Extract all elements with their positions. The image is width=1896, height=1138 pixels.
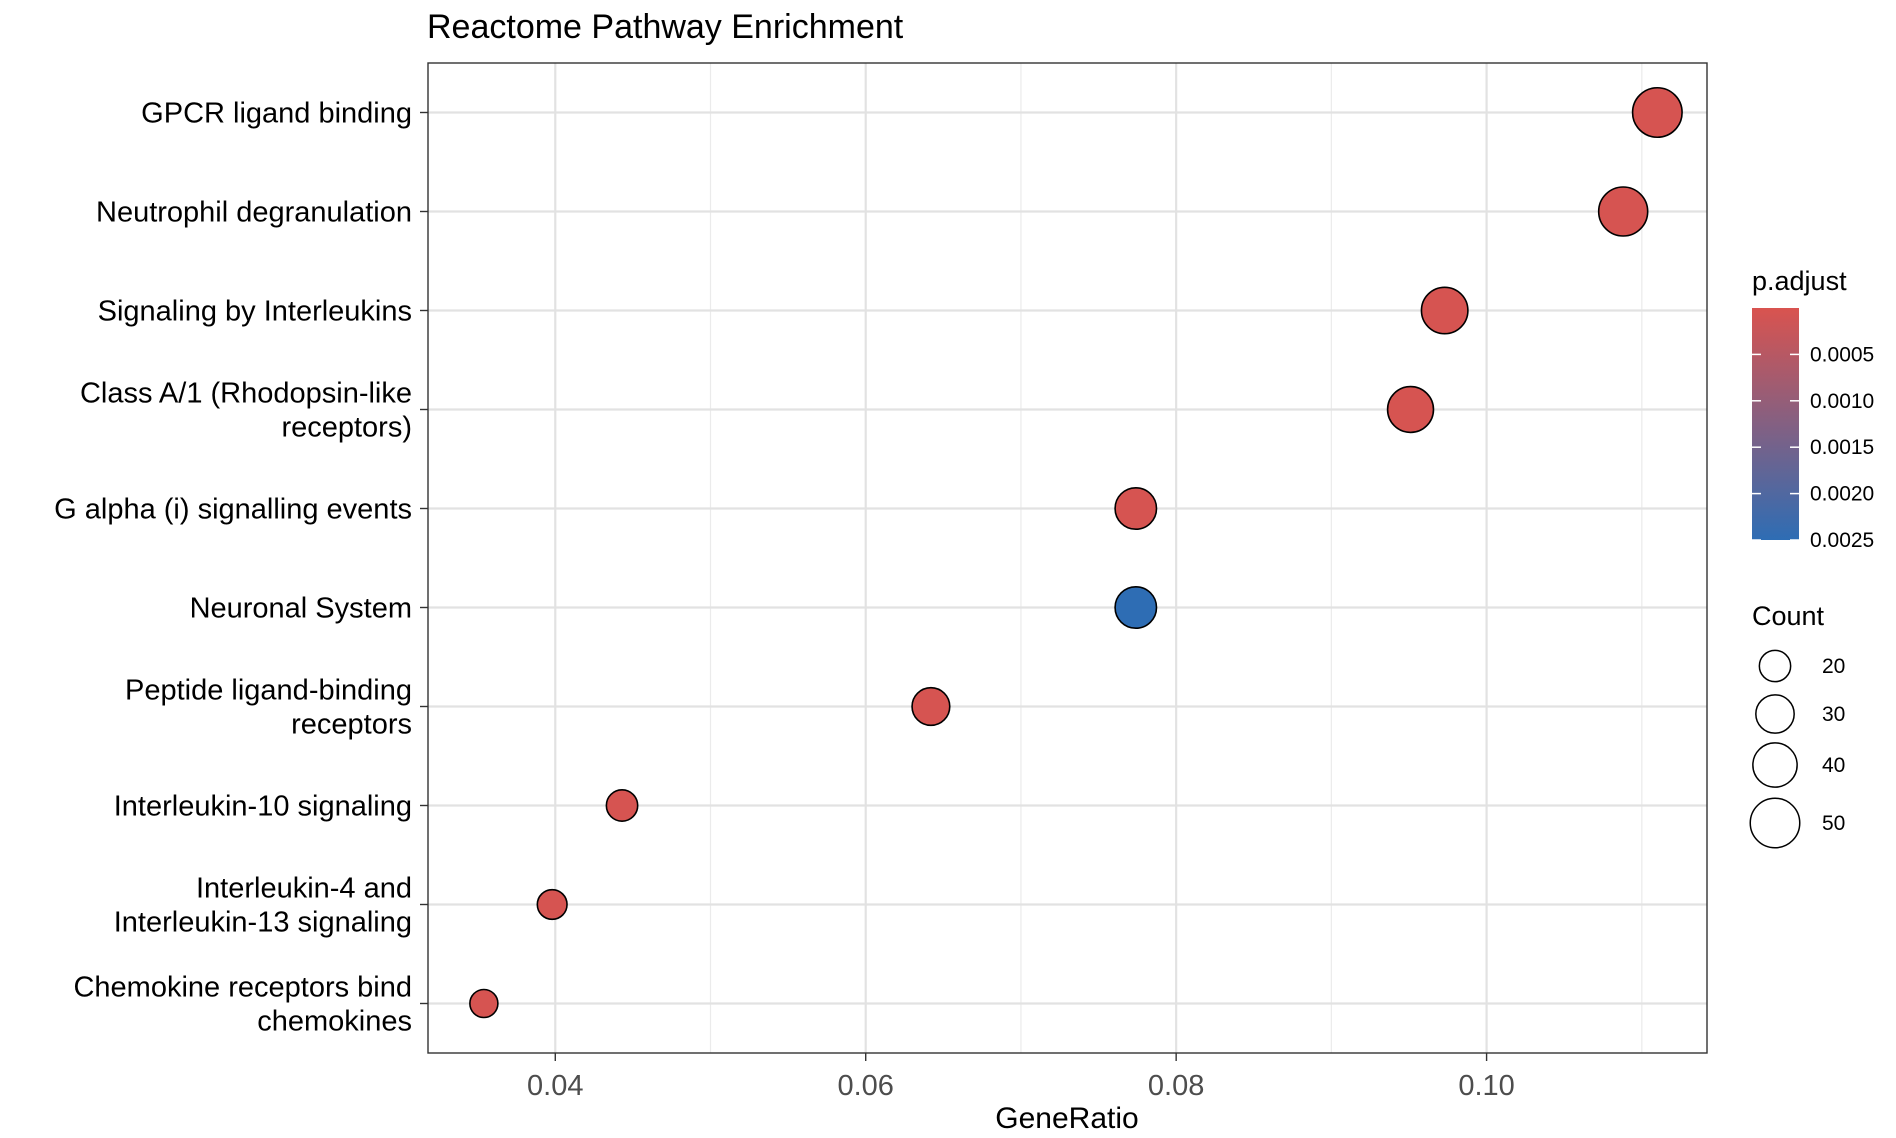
x-tick-label: 0.06 [837, 1070, 893, 1102]
x-axis: 0.04 0.06 0.08 0.10 [527, 1053, 1515, 1102]
legend-colorbar [1752, 308, 1799, 540]
legend-colorbar-ticks: 0.0005 0.0010 0.0015 0.0020 0.0025 [1752, 343, 1874, 552]
y-tick-label: Chemokine receptors bind chemokines [73, 972, 412, 1038]
y-tick-label: Signaling by Interleukins [98, 296, 412, 328]
legend-count-label: 20 [1822, 655, 1845, 678]
data-point [911, 686, 951, 727]
chart-title: Reactome Pathway Enrichment [427, 8, 904, 46]
legend-count-key [1758, 649, 1792, 683]
grid-major [428, 63, 1707, 1053]
y-tick-label: Neuronal System [190, 593, 412, 625]
data-point [605, 789, 639, 822]
data-points [469, 86, 1683, 1019]
y-tick-label: Neutrophil degranulation [96, 197, 412, 229]
data-point [469, 988, 499, 1019]
legend-colorbar-tick-label: 0.0020 [1810, 483, 1874, 506]
x-axis-title: GeneRatio [995, 1102, 1138, 1135]
legend-colorbar-tick-label: 0.0010 [1810, 390, 1874, 413]
data-point [536, 888, 568, 921]
plot-panel-border [427, 62, 1708, 1054]
y-tick-label: Peptide ligand-binding receptors [125, 675, 412, 741]
y-axis: GPCR ligand binding Neutrophil degranulat… [54, 98, 428, 1038]
data-point [1631, 86, 1683, 139]
legend-count-label: 50 [1822, 812, 1845, 835]
data-point [1114, 486, 1158, 531]
x-tick-label: 0.04 [527, 1070, 583, 1102]
data-point [1597, 186, 1649, 237]
x-tick-label: 0.10 [1458, 1070, 1514, 1102]
legend-count-title: Count [1752, 601, 1825, 631]
y-tick-label: Interleukin-10 signaling [114, 791, 412, 823]
legend-colorbar-tick-label: 0.0005 [1810, 343, 1874, 366]
legend-count-key [1749, 797, 1801, 849]
legend-p-adjust-title: p.adjust [1752, 266, 1847, 296]
legend-colorbar-tick-label: 0.0015 [1810, 436, 1874, 459]
legend-count: Count 20 30 40 50 [1749, 601, 1845, 849]
x-tick-label: 0.08 [1148, 1070, 1204, 1102]
y-tick-label: Interleukin-4 and Interleukin-13 signalin… [114, 873, 412, 939]
legend-p-adjust: p.adjust 0.0005 0.0010 0.0015 0.0020 0.0025 [1752, 266, 1874, 552]
y-tick-label: Class A/1 (Rhodopsin-like receptors) [80, 378, 412, 444]
y-tick-label: G alpha (i) signalling events [54, 494, 412, 526]
data-point [1114, 585, 1158, 630]
plot-background [428, 63, 1707, 1053]
legend-count-label: 40 [1822, 754, 1845, 777]
data-point [1386, 385, 1435, 434]
data-point [1420, 286, 1469, 335]
legend-count-key [1755, 694, 1795, 734]
y-tick-label: GPCR ligand binding [141, 98, 412, 130]
legend-count-key [1752, 742, 1798, 788]
legend-count-label: 30 [1822, 703, 1845, 726]
legend-colorbar-tick-label: 0.0025 [1810, 529, 1874, 552]
